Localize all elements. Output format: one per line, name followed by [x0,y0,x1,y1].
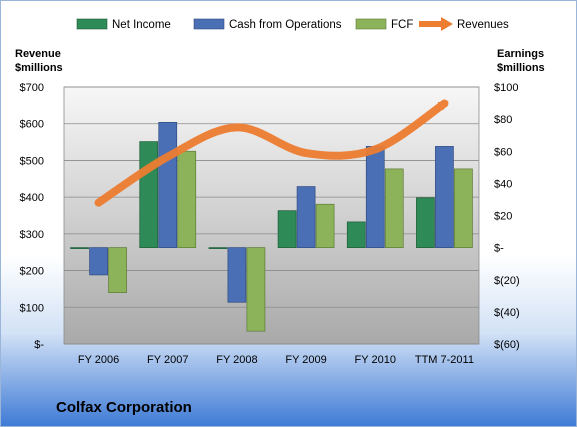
left-tick-label: $500 [20,155,44,167]
bar-fcf-fy-2007 [177,150,197,248]
legend: Net Income Cash from Operations FCF Reve… [76,17,509,31]
gridlines [64,86,479,345]
left-axis-title: Revenue $millions [15,48,63,74]
bar-net-income-fy-2006 [70,247,89,249]
right-tick-label: $(60) [494,339,520,351]
bar-net-income-ttm-7-2011 [416,197,435,248]
category-label-fy-2008: FY 2008 [216,354,257,366]
legend-swatch-fcf [355,18,387,30]
bar-fcf-fy-2009 [315,203,335,248]
right-axis-title-line1: Earnings [497,48,544,60]
legend-label-fcf: FCF [391,19,413,31]
legend-label-revenues: Revenues [457,19,509,31]
bar-fcf-fy-2010 [384,168,404,248]
right-tick-label: $- [494,243,504,255]
category-label-fy-2006: FY 2006 [78,354,119,366]
legend-label-cash-from-operations: Cash from Operations [229,19,342,31]
right-tick-label: $60 [494,146,512,158]
legend-arrow-revenues [441,17,453,31]
bars-group [70,121,473,332]
left-tick-label: $200 [20,266,44,278]
category-label-ttm-7-2011: TTM 7-2011 [415,354,474,366]
right-tick-label: $(40) [494,307,520,319]
left-axis-ticks: $- $100 $200 $300 $400 $500 $600 $700 [20,82,45,351]
bar-cash-from-operations-fy-2006 [89,247,108,276]
category-label-fy-2009: FY 2009 [285,354,326,366]
category-label-fy-2010: FY 2010 [355,354,396,366]
left-tick-label: $400 [20,192,44,204]
left-tick-label: $- [34,339,44,351]
right-tick-label: $80 [494,114,512,126]
category-label-fy-2007: FY 2007 [147,354,188,366]
bar-cash-from-operations-fy-2010 [365,146,385,248]
company-name: Colfax Corporation [56,399,192,416]
right-axis-title: Earnings $millions [497,48,545,74]
bar-cash-from-operations-fy-2009 [296,186,316,248]
bar-cash-from-operations-ttm-7-2011 [435,146,454,248]
left-tick-label: $700 [20,82,44,94]
left-tick-label: $300 [20,229,44,241]
bar-net-income-fy-2008 [208,247,228,249]
legend-swatch-cash-from-operations [193,18,225,30]
revenue-line-group [94,99,449,207]
right-tick-label: $40 [494,178,512,190]
legend-swatch-net-income [76,18,108,30]
bar-cash-from-operations-fy-2007 [158,121,178,248]
left-tick-label: $600 [20,119,44,131]
bar-fcf-ttm-7-2011 [454,168,473,248]
bar-net-income-fy-2010 [346,221,366,248]
bar-fcf-fy-2006 [108,247,127,293]
right-tick-label: $(20) [494,275,520,287]
right-axis-ticks: $(60) $(40) $(20) $- $20 $40 $60 $80 $100 [494,82,520,351]
bar-net-income-fy-2007 [139,141,159,248]
right-tick-label: $20 [494,211,512,223]
bar-net-income-fy-2009 [277,210,297,248]
left-axis-title-line2: $millions [15,62,63,74]
left-tick-label: $100 [20,302,44,314]
bar-fcf-fy-2008 [246,247,266,332]
revenue-line [94,99,449,207]
legend-label-net-income: Net Income [112,19,171,31]
left-axis-title-line1: Revenue [15,48,61,60]
right-tick-label: $100 [494,82,518,94]
bar-cash-from-operations-fy-2008 [227,247,247,303]
right-axis-title-line2: $millions [497,62,545,74]
category-labels: FY 2006 FY 2007 FY 2008 FY 2009 FY 2010 TTM 7… [78,354,474,366]
